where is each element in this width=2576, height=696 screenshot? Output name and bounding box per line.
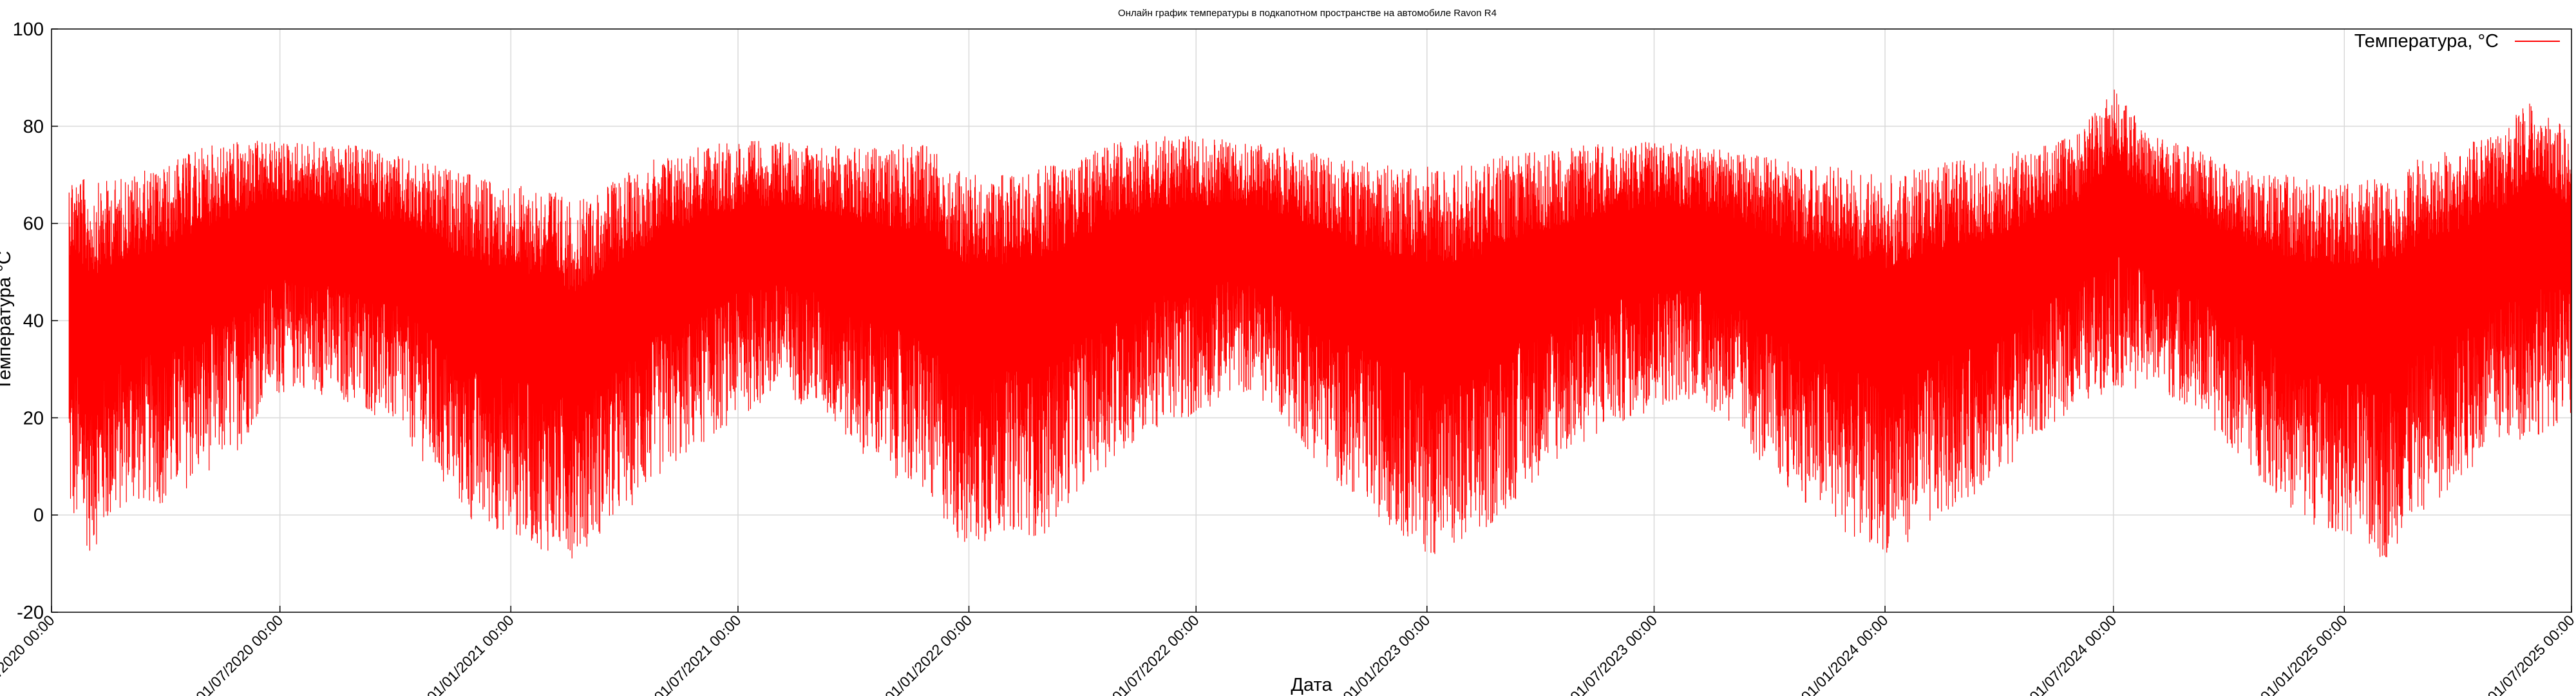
y-tick-label: 40: [23, 311, 44, 332]
y-axis-label: Температура °C: [0, 251, 15, 390]
x-axis-label: Дата: [1291, 675, 1332, 695]
y-tick-label: 60: [23, 214, 44, 235]
legend-label: Температура, °C: [2354, 31, 2499, 52]
temperature-series: [68, 89, 2572, 559]
y-tick-label: 100: [13, 19, 44, 40]
y-tick-label: -20: [17, 603, 44, 623]
legend: Температура, °C: [2354, 31, 2560, 52]
y-tick-label: 20: [23, 408, 44, 429]
chart-title: Онлайн график температуры в подкапотном …: [1118, 8, 1497, 19]
y-tick-label: 80: [23, 117, 44, 137]
y-tick-label: 0: [33, 505, 44, 526]
y-axis-ticks: -20 0 20 40 60 80 100: [13, 19, 58, 623]
temperature-series-line: [68, 89, 2572, 559]
